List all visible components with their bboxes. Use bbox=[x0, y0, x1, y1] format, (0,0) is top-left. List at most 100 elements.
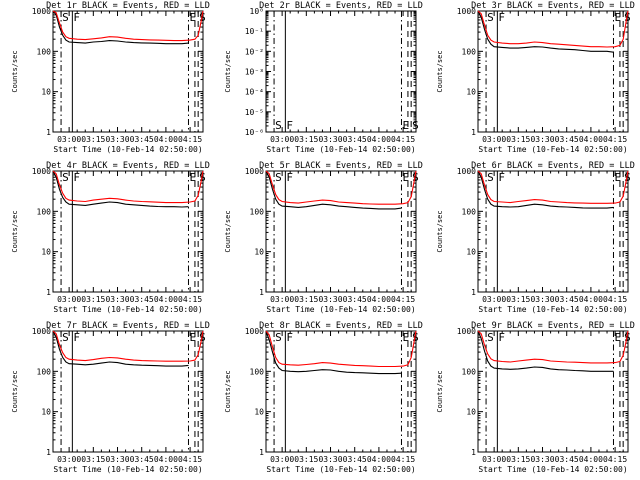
series-line-events bbox=[477, 10, 614, 53]
y-tick-label: 10⁻⁶ bbox=[245, 128, 264, 137]
marker-label: F bbox=[286, 119, 293, 132]
panel-det-2r: Det 2r BLACK = Events, RED = LLD 10⁻⁶ 10⁻⁵… bbox=[224, 1, 423, 154]
y-axis-label: Counts/sec bbox=[224, 370, 232, 412]
marker-label: S bbox=[199, 331, 206, 344]
panel-det-3r: Det 3r BLACK = Events, RED = LLD 1 10 100 10… bbox=[436, 1, 635, 154]
y-tick-label: 1000 bbox=[457, 327, 476, 336]
x-tick-label: 03:45 bbox=[555, 455, 579, 464]
marker-label: F bbox=[73, 11, 80, 24]
y-tick-label: 1000 bbox=[245, 167, 264, 176]
y-tick-label: 100 bbox=[462, 367, 477, 376]
x-tick-label: 03:30 bbox=[105, 295, 129, 304]
x-tick-label: 04:00 bbox=[579, 135, 603, 144]
marker-label: E bbox=[402, 331, 409, 344]
y-axis-label: Counts/sec bbox=[11, 370, 19, 412]
x-axis-label: Start Time (10-Feb-14 02:50:00) bbox=[266, 305, 415, 314]
marker-label: S bbox=[62, 331, 69, 344]
plot-frame bbox=[477, 330, 629, 453]
x-tick-label: 04:15 bbox=[178, 295, 202, 304]
series-line-lld bbox=[477, 330, 629, 364]
y-tick-label: 1000 bbox=[457, 167, 476, 176]
y-axis-label: Counts/sec bbox=[436, 50, 444, 92]
x-tick-label: 03:45 bbox=[130, 295, 154, 304]
y-tick-label: 10 bbox=[466, 88, 476, 97]
panel-title: Det 5r BLACK = Events, RED = LLD bbox=[259, 161, 423, 171]
y-tick-label: 10 bbox=[254, 408, 264, 417]
x-tick-label: 03:45 bbox=[343, 135, 367, 144]
x-tick-label: 03:30 bbox=[318, 455, 342, 464]
marker-label: E bbox=[189, 331, 196, 344]
series-line-lld bbox=[265, 170, 417, 205]
y-axis-label: Counts/sec bbox=[11, 210, 19, 252]
x-tick-label: 03:30 bbox=[105, 455, 129, 464]
x-tick-label: 04:00 bbox=[154, 135, 178, 144]
panel-det-4r: Det 4r BLACK = Events, RED = LLD 1 10 100 10… bbox=[11, 161, 210, 314]
marker-label: S bbox=[412, 119, 419, 132]
plot-frame bbox=[477, 10, 629, 133]
x-tick-label: 03:45 bbox=[555, 135, 579, 144]
y-axis-label: Counts/sec bbox=[436, 370, 444, 412]
x-tick-label: 04:15 bbox=[391, 455, 415, 464]
x-tick-label: 03:15 bbox=[81, 455, 105, 464]
x-axis-label: Start Time (10-Feb-14 02:50:00) bbox=[266, 465, 415, 474]
x-tick-label: 04:15 bbox=[391, 135, 415, 144]
x-tick-label: 03:00 bbox=[57, 455, 81, 464]
y-tick-label: 1 bbox=[259, 288, 264, 297]
marker-label: E bbox=[402, 119, 409, 132]
marker-label: E bbox=[614, 11, 621, 24]
marker-label: S bbox=[487, 331, 494, 344]
series-line-lld bbox=[477, 10, 629, 48]
x-tick-label: 03:15 bbox=[294, 455, 318, 464]
x-tick-label: 04:00 bbox=[154, 455, 178, 464]
y-tick-label: 1000 bbox=[457, 7, 476, 16]
marker-label: F bbox=[73, 171, 80, 184]
plot-frame bbox=[265, 330, 417, 453]
x-tick-label: 03:00 bbox=[270, 295, 294, 304]
x-tick-label: 04:15 bbox=[178, 135, 202, 144]
x-axis-label: Start Time (10-Feb-14 02:50:00) bbox=[266, 145, 415, 154]
plot-frame bbox=[265, 170, 417, 293]
y-axis-label: Counts/sec bbox=[11, 50, 19, 92]
series-line-lld bbox=[52, 330, 204, 362]
x-axis-label: Start Time (10-Feb-14 02:50:00) bbox=[478, 465, 627, 474]
y-tick-label: 1 bbox=[46, 448, 51, 457]
y-tick-label: 100 bbox=[37, 207, 52, 216]
x-tick-label: 04:00 bbox=[367, 295, 391, 304]
y-axis-label: Counts/sec bbox=[436, 210, 444, 252]
x-tick-label: 03:15 bbox=[81, 135, 105, 144]
x-tick-label: 03:45 bbox=[130, 135, 154, 144]
x-tick-label: 03:45 bbox=[130, 455, 154, 464]
series-line-events bbox=[265, 330, 402, 375]
y-tick-label: 10 bbox=[41, 248, 51, 257]
x-tick-label: 03:00 bbox=[270, 455, 294, 464]
series-line-events bbox=[52, 330, 189, 367]
x-tick-label: 04:00 bbox=[154, 295, 178, 304]
x-tick-label: 04:15 bbox=[178, 455, 202, 464]
x-tick-label: 04:00 bbox=[367, 135, 391, 144]
panel-det-8r: Det 8r BLACK = Events, RED = LLD 1 10 100 10… bbox=[224, 321, 423, 474]
x-tick-label: 04:15 bbox=[603, 135, 627, 144]
marker-label: F bbox=[498, 11, 505, 24]
x-tick-label: 03:15 bbox=[81, 295, 105, 304]
marker-label: E bbox=[189, 171, 196, 184]
series-line-events bbox=[477, 330, 614, 372]
x-tick-label: 03:30 bbox=[530, 135, 554, 144]
panel-title: Det 3r BLACK = Events, RED = LLD bbox=[471, 1, 635, 11]
x-tick-label: 04:15 bbox=[391, 295, 415, 304]
x-tick-label: 03:30 bbox=[105, 135, 129, 144]
x-tick-label: 03:45 bbox=[555, 295, 579, 304]
y-axis-label: Counts/sec bbox=[224, 50, 232, 92]
panel-det-6r: Det 6r BLACK = Events, RED = LLD 1 10 100 10… bbox=[436, 161, 635, 314]
y-axis-label: Counts/sec bbox=[224, 210, 232, 252]
x-tick-label: 03:30 bbox=[318, 295, 342, 304]
x-tick-label: 03:00 bbox=[482, 135, 506, 144]
y-tick-label: 10⁻² bbox=[245, 47, 264, 56]
marker-label: S bbox=[624, 171, 631, 184]
panel-title: Det 9r BLACK = Events, RED = LLD bbox=[471, 321, 635, 331]
x-tick-label: 03:00 bbox=[482, 295, 506, 304]
marker-label: S bbox=[275, 119, 282, 132]
marker-label: E bbox=[614, 331, 621, 344]
panel-title: Det 1r BLACK = Events, RED = LLD bbox=[46, 1, 210, 11]
marker-label: E bbox=[614, 171, 621, 184]
